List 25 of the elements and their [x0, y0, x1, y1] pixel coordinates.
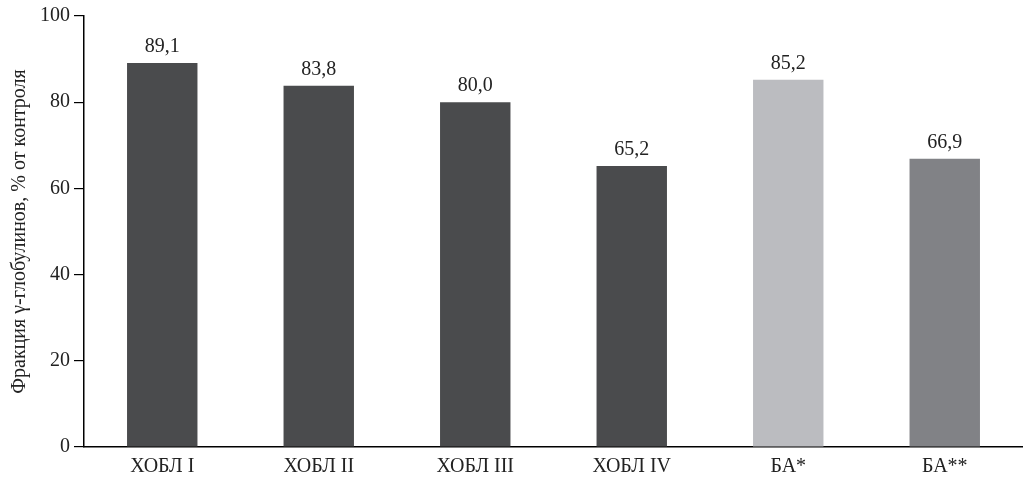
- bar: [283, 85, 354, 447]
- x-tick-label: БА**: [921, 454, 968, 477]
- y-tick-label: 0: [60, 434, 70, 457]
- y-tick-label: 60: [50, 175, 70, 198]
- y-tick-label: 100: [40, 3, 70, 26]
- bar: [753, 79, 824, 447]
- x-tick-label: ХОБЛ IV: [592, 454, 672, 477]
- data-label: 89,1: [144, 34, 180, 57]
- bar: [909, 158, 980, 447]
- data-label: 66,9: [927, 129, 963, 152]
- bar: [127, 62, 198, 447]
- data-label: 83,8: [301, 57, 337, 80]
- bar: [596, 165, 667, 447]
- y-tick-label: 20: [50, 348, 70, 371]
- x-tick-label: ХОБЛ I: [130, 454, 195, 477]
- data-label: 80,0: [457, 73, 493, 96]
- x-tick-label: ХОБЛ II: [283, 454, 355, 477]
- y-tick-label: 80: [50, 89, 70, 112]
- y-axis-title: Фракция γ-глобулинов, % от контроля: [7, 69, 31, 394]
- x-tick-label: БА*: [770, 454, 807, 477]
- data-label: 85,2: [770, 51, 806, 74]
- bar: [440, 102, 511, 447]
- data-label: 65,2: [614, 137, 650, 160]
- y-tick-label: 40: [50, 261, 70, 284]
- x-tick-label: ХОБЛ III: [436, 454, 514, 477]
